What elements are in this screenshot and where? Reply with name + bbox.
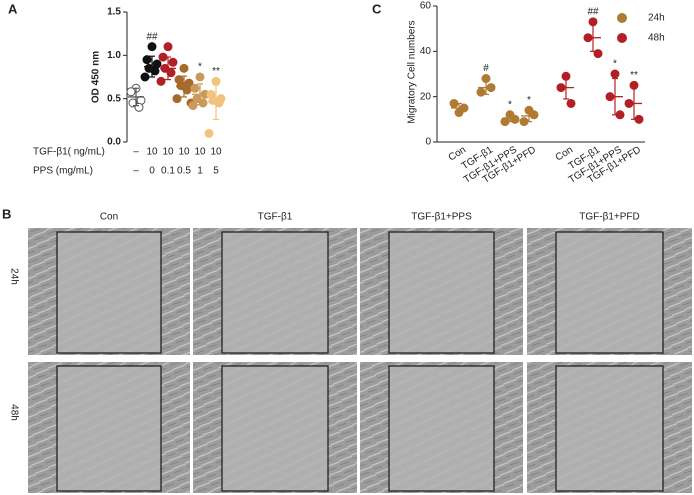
treatment-value: 10: [162, 147, 174, 158]
y-tick-label: 0.5: [107, 93, 121, 104]
treatment-value: –: [133, 147, 139, 158]
y-tick-label: 60: [420, 1, 432, 12]
treatment-value: 10: [178, 147, 190, 158]
data-point: [188, 101, 198, 111]
annotation: *: [613, 59, 617, 70]
data-point: [214, 98, 224, 108]
y-tick-label: 1.5: [107, 7, 121, 18]
data-point: [168, 57, 178, 67]
data-point: [163, 42, 173, 52]
wound-area: [221, 365, 329, 492]
data-point: [126, 87, 136, 97]
column-header: Con: [100, 212, 118, 223]
data-point: [190, 83, 200, 93]
legend-label: 24h: [648, 13, 665, 24]
treatment-value: –: [133, 166, 139, 177]
treatment-value: 10: [146, 147, 158, 158]
wound-area: [555, 365, 664, 492]
data-point: [204, 128, 214, 138]
column-header: TGF-β1+PFD: [579, 212, 639, 223]
panel-label: C: [372, 1, 382, 16]
treatment-value: 0.5: [177, 166, 191, 177]
data-point: [610, 69, 620, 79]
annotation: ##: [146, 31, 158, 42]
annotation: *: [508, 99, 512, 110]
legend-marker: [617, 33, 627, 43]
treatment-value: 10: [210, 147, 222, 158]
treatment-value: 0.1: [161, 166, 175, 177]
data-point: [156, 76, 166, 86]
wound-area: [388, 231, 495, 354]
wound-area: [555, 231, 664, 354]
data-point: [566, 98, 576, 108]
column-header: TGF-β1+PPS: [411, 212, 472, 223]
wound-area: [221, 231, 329, 354]
wound-area: [56, 365, 162, 492]
treatment-value: 10: [194, 147, 206, 158]
data-point: [140, 72, 150, 82]
annotation: *: [527, 95, 531, 106]
annotation: ##: [587, 7, 599, 18]
treatment-label: PPS (mg/mL): [33, 166, 93, 177]
panel-label: A: [8, 1, 18, 16]
y-tick-label: 0: [425, 137, 431, 148]
data-point: [211, 76, 221, 86]
treatment-value: 5: [213, 166, 219, 177]
wound-area: [388, 365, 495, 492]
data-point: [179, 63, 189, 73]
legend-label: 48h: [648, 33, 665, 44]
y-tick-label: 0.0: [107, 137, 121, 148]
treatment-label: TGF-β1( ng/mL): [33, 147, 105, 158]
column-header: TGF-β1: [258, 212, 293, 223]
data-point: [172, 94, 182, 104]
treatment-value: 0: [149, 166, 155, 177]
data-point: [529, 110, 539, 120]
annotation: **: [630, 70, 638, 81]
data-point: [195, 72, 205, 82]
row-label: 24h: [8, 268, 19, 285]
data-point: [147, 42, 157, 52]
y-tick-label: 40: [420, 46, 432, 57]
row-label: 48h: [8, 404, 19, 421]
treatment-value: 1: [197, 166, 203, 177]
y-tick-label: 20: [420, 91, 432, 102]
wound-area: [56, 231, 162, 354]
annotation: #: [483, 63, 489, 74]
annotation: *: [198, 62, 202, 73]
annotation: **: [212, 66, 220, 77]
y-axis-label: OD 450 nm: [91, 51, 102, 103]
data-point: [176, 81, 186, 91]
legend-marker: [617, 13, 627, 23]
y-axis-label: Migratory Cell numbers: [407, 20, 418, 123]
panel-label: B: [2, 206, 11, 221]
data-point: [142, 55, 152, 65]
y-tick-label: 1.0: [107, 50, 121, 61]
